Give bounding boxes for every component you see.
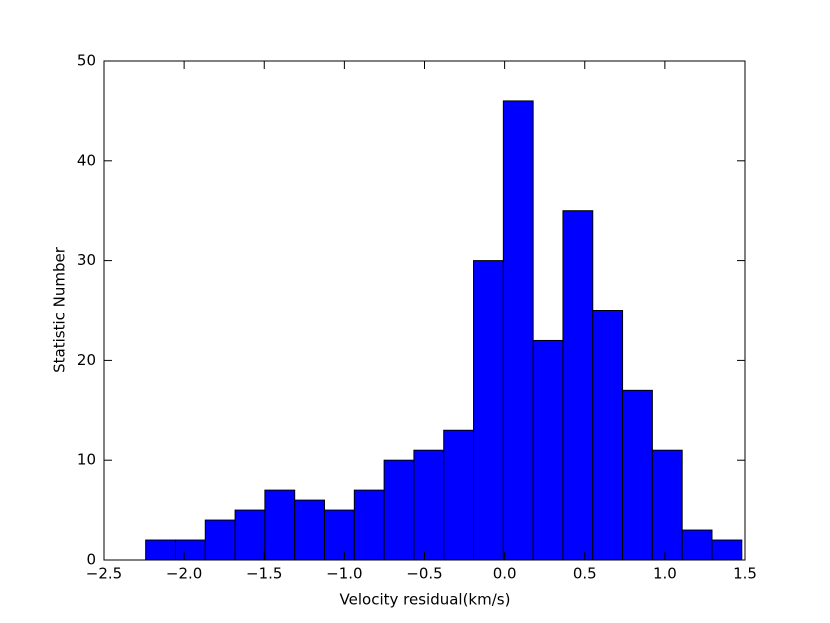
y-tick-label: 30 bbox=[77, 251, 96, 269]
x-tick-label: 1.0 bbox=[653, 565, 677, 583]
bar bbox=[622, 389, 653, 561]
x-tick-label: −1.0 bbox=[326, 565, 362, 583]
x-axis-label: Velocity residual(km/s) bbox=[340, 591, 511, 609]
bar bbox=[681, 529, 713, 561]
bar bbox=[562, 210, 594, 561]
y-tick-label: 0 bbox=[86, 551, 96, 569]
bar bbox=[234, 509, 266, 561]
x-tick-label: 1.5 bbox=[733, 565, 757, 583]
x-tick-label: −2.0 bbox=[166, 565, 202, 583]
x-tick-label: −2.5 bbox=[86, 565, 122, 583]
bar bbox=[651, 449, 683, 561]
bar bbox=[473, 260, 504, 561]
y-tick-label: 20 bbox=[77, 351, 96, 369]
x-tick-label: 0.0 bbox=[493, 565, 517, 583]
x-tick-label: −1.5 bbox=[246, 565, 282, 583]
bar bbox=[264, 489, 296, 561]
bar bbox=[413, 449, 445, 561]
bar bbox=[204, 519, 236, 561]
x-tick-label: 0.5 bbox=[573, 565, 597, 583]
bar bbox=[353, 489, 385, 561]
bar bbox=[294, 499, 326, 561]
y-tick-label: 50 bbox=[77, 52, 96, 70]
y-tick-label: 40 bbox=[77, 151, 96, 169]
bar bbox=[592, 310, 624, 561]
bar bbox=[532, 339, 564, 561]
bar bbox=[711, 539, 743, 561]
bar bbox=[324, 509, 355, 561]
bar bbox=[383, 459, 415, 561]
bar bbox=[443, 429, 475, 561]
bar bbox=[145, 539, 176, 561]
x-tick-label: −0.5 bbox=[406, 565, 442, 583]
bar bbox=[174, 539, 206, 561]
y-axis-label: Statistic Number bbox=[51, 246, 69, 373]
y-tick-label: 10 bbox=[77, 451, 96, 469]
bar bbox=[502, 100, 534, 561]
